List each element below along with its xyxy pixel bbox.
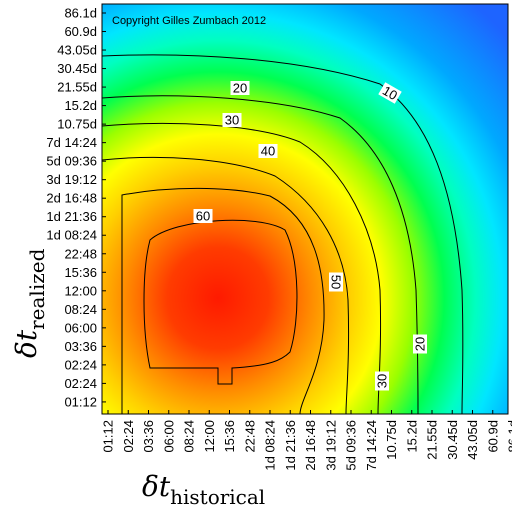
x-tick-label: 43.05d <box>465 420 480 460</box>
x-tick-label: 10.75d <box>384 420 399 460</box>
contour-label-bg <box>413 334 427 354</box>
y-tick-label: 2d 16:48 <box>46 191 97 206</box>
heatmap-surface <box>102 4 508 414</box>
x-tick-label: 22:48 <box>242 420 257 453</box>
contour-label-bg <box>378 82 402 104</box>
y-tick-label: 02:24 <box>64 376 97 391</box>
contour-label-text: 30 <box>225 113 239 128</box>
contour-50 <box>121 187 325 414</box>
contour-label-text: 20 <box>233 81 247 96</box>
contour-label-text: 20 <box>413 337 428 351</box>
y-tick-label: 22:48 <box>64 246 97 261</box>
y-axis-subscript: realized <box>25 248 49 329</box>
x-tick-label: 15:36 <box>222 420 237 453</box>
plot-frame <box>101 3 509 415</box>
contour-60 <box>143 219 298 385</box>
contour-label-bg <box>258 144 278 158</box>
y-tick-label: 7d 14:24 <box>46 135 97 150</box>
svg-text:δthistorical: δthistorical <box>142 470 265 509</box>
x-tick-label: 15.2d <box>404 420 419 453</box>
contour-label-bg <box>222 113 242 127</box>
y-tick-label: 21.55d <box>57 80 97 95</box>
copyright-note: Copyright Gilles Zumbach 2012 <box>112 15 266 27</box>
contour-label: 20 <box>230 81 250 96</box>
contour-label-text: 40 <box>261 144 275 159</box>
x-axis-subscript: historical <box>170 485 265 509</box>
x-tick-label: 01:12 <box>101 420 116 453</box>
y-tick-label: 01:12 <box>64 394 97 409</box>
x-tick-label: 1d 21:36 <box>283 420 298 471</box>
contour-label: 50 <box>329 272 344 292</box>
contour-label: 60 <box>193 209 213 224</box>
contour-label: 30 <box>375 371 390 391</box>
y-axis: 86.1d 60.9d 43.05d 30.45d 21.55d 15.2d 10.75d 7… <box>46 6 106 409</box>
y-tick-label: 02:24 <box>64 357 97 372</box>
x-tick-label: 86.1d <box>506 420 512 453</box>
contour-40 <box>102 156 350 414</box>
y-tick-label: 60.9d <box>64 24 97 39</box>
x-tick-label: 03:36 <box>141 420 156 453</box>
y-tick-label: 43.05d <box>57 43 97 58</box>
svg-text:δtrealized: δtrealized <box>10 248 49 358</box>
contour-label: 20 <box>413 334 428 354</box>
x-axis: 01:12 02:24 03:36 06:00 08:24 12:00 15:36 22:48… <box>101 410 512 471</box>
y-tick-label: 12:00 <box>64 283 97 298</box>
x-axis-title: δthistorical <box>142 470 265 509</box>
y-tick-label: 1d 21:36 <box>46 209 97 224</box>
x-tick-label: 60.9d <box>485 420 500 453</box>
x-tick-label: 1d 08:24 <box>263 420 278 471</box>
y-tick-label: 3d 19:12 <box>46 172 97 187</box>
x-tick-label: 5d 09:36 <box>344 420 359 471</box>
x-axis-symbol: δt <box>142 470 171 503</box>
contour-label: 30 <box>222 113 242 128</box>
contour-label-text: 60 <box>196 209 210 224</box>
contour-label: 10 <box>378 82 402 104</box>
x-tick-label: 12:00 <box>202 420 217 453</box>
y-tick-label: 5d 09:36 <box>46 154 97 169</box>
y-tick-label: 10.75d <box>57 117 97 132</box>
contour-30 <box>102 122 382 414</box>
contour-10 <box>102 54 464 414</box>
contour-label-text: 50 <box>329 275 344 289</box>
x-tick-label: 06:00 <box>161 420 176 453</box>
contour-label-text: 10 <box>380 83 400 103</box>
x-tick-label: 02:24 <box>121 420 136 453</box>
x-tick-label: 3d 19:12 <box>323 420 338 471</box>
x-tick-label: 08:24 <box>182 420 197 453</box>
y-tick-label: 15.2d <box>64 98 97 113</box>
y-tick-label: 15:36 <box>64 265 97 280</box>
y-tick-label: 1d 08:24 <box>46 228 97 243</box>
contour-label-text: 30 <box>375 374 390 388</box>
contour-label-bg <box>375 371 389 391</box>
contour-label-bg <box>193 209 213 223</box>
x-tick-label: 30.45d <box>445 420 460 460</box>
x-tick-label: 2d 16:48 <box>303 420 318 471</box>
y-tick-label: 03:36 <box>64 339 97 354</box>
y-axis-symbol: δt <box>10 329 43 358</box>
contour-label: 40 <box>258 144 278 159</box>
x-tick-label: 7d 14:24 <box>364 420 379 471</box>
y-tick-label: 30.45d <box>57 61 97 76</box>
y-axis-title: δtrealized <box>10 248 49 358</box>
plot-area <box>101 3 509 415</box>
contour-label-bg <box>329 272 343 292</box>
y-tick-label: 06:00 <box>64 320 97 335</box>
y-tick-label: 86.1d <box>64 6 97 21</box>
x-tick-label: 21.55d <box>425 420 440 460</box>
y-tick-label: 08:24 <box>64 302 97 317</box>
contour-label-bg <box>230 81 250 95</box>
